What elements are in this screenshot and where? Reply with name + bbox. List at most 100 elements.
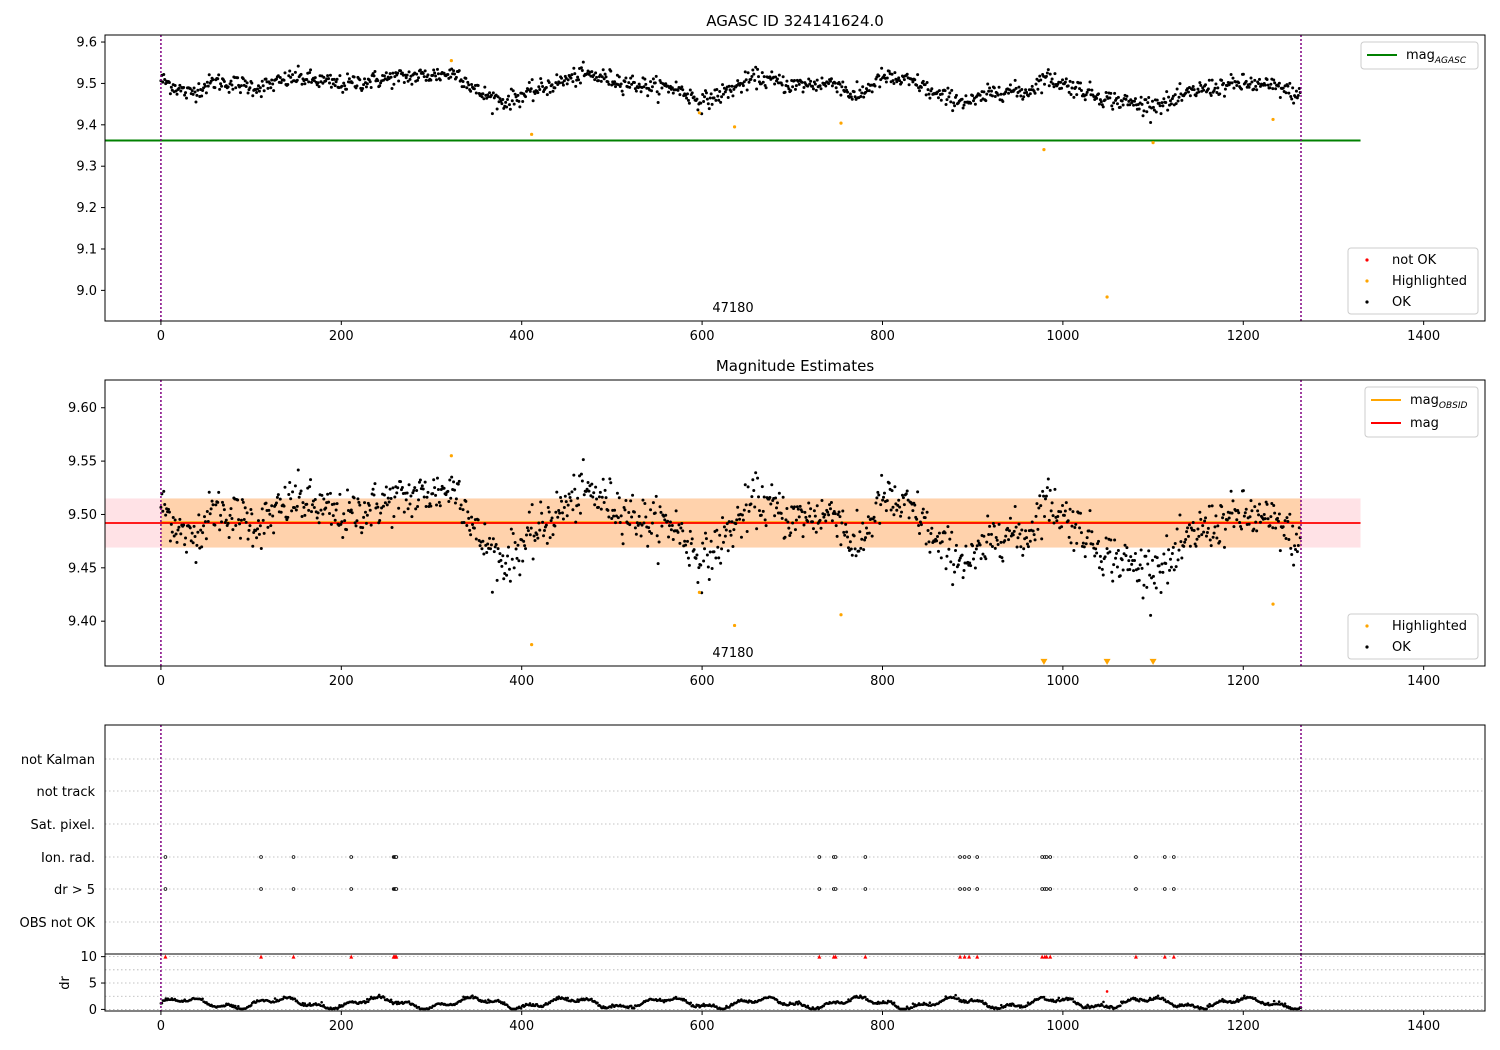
ok-point <box>331 514 335 518</box>
ok-point <box>1128 567 1132 571</box>
ok-point <box>438 504 442 508</box>
ok-point <box>819 87 823 91</box>
ok-point <box>1067 535 1071 539</box>
ok-point <box>659 510 663 514</box>
ok-point <box>299 72 303 76</box>
dr-clipped-marker <box>1048 954 1053 959</box>
ok-point <box>554 81 558 85</box>
ok-point <box>426 73 430 77</box>
ok-point <box>308 485 312 489</box>
ok-point <box>1040 91 1044 95</box>
panel1-xtick-label: 200 <box>329 329 354 344</box>
ok-point <box>750 495 754 499</box>
ok-point <box>389 75 393 79</box>
ok-point <box>930 87 934 91</box>
ok-point <box>822 515 826 519</box>
ok-point <box>1157 564 1161 568</box>
dr-clipped-marker <box>958 954 963 959</box>
ok-point <box>637 514 641 518</box>
ok-point <box>755 527 759 531</box>
ok-point <box>490 112 494 116</box>
ok-point <box>174 532 178 536</box>
ok-point <box>529 87 533 91</box>
ok-point <box>1014 525 1018 529</box>
ok-point <box>539 500 543 504</box>
ok-point <box>749 77 753 81</box>
dr-point <box>629 1004 633 1008</box>
dr-point <box>806 1004 810 1008</box>
dr-point <box>1236 998 1239 1001</box>
ok-point <box>347 77 351 81</box>
ok-point <box>383 501 387 505</box>
flag-point <box>1134 855 1138 859</box>
ok-point <box>1132 559 1136 563</box>
ok-point <box>1185 530 1189 534</box>
ok-point <box>230 516 234 520</box>
ok-point <box>322 497 326 501</box>
ok-point <box>872 515 876 519</box>
ok-point <box>1286 84 1290 88</box>
ok-point <box>741 518 745 522</box>
ok-point <box>169 522 173 526</box>
ok-point <box>1271 526 1275 530</box>
ok-point <box>364 521 368 525</box>
ok-point <box>435 476 439 480</box>
ok-point <box>887 69 891 73</box>
ok-point <box>1066 519 1070 523</box>
panel2-xtick-label: 600 <box>690 674 715 689</box>
dr-point <box>322 1003 325 1007</box>
ok-point <box>1006 526 1010 530</box>
ok-point <box>244 84 248 88</box>
ok-point <box>296 468 300 472</box>
ok-point <box>274 501 278 505</box>
ok-point <box>1200 533 1204 537</box>
ok-point <box>376 505 380 509</box>
ok-point <box>1186 526 1190 530</box>
ok-point <box>1250 80 1254 84</box>
ok-point <box>1149 613 1153 617</box>
ok-point <box>849 547 853 551</box>
ok-point <box>250 512 254 516</box>
ok-point <box>789 89 793 93</box>
ok-point <box>988 86 992 90</box>
ok-point <box>538 528 542 532</box>
ok-point <box>900 81 904 85</box>
ok-point <box>761 80 765 84</box>
dr-point <box>787 1003 791 1007</box>
ok-point <box>858 530 862 534</box>
ok-point <box>787 526 791 530</box>
ok-point <box>234 86 238 90</box>
ok-point <box>229 79 233 83</box>
ok-point <box>382 493 386 497</box>
ok-point <box>813 514 817 518</box>
ok-point <box>1196 87 1200 91</box>
dr-point <box>394 1000 398 1004</box>
ok-point <box>789 531 793 535</box>
ok-point <box>607 82 611 86</box>
ok-point <box>171 515 175 519</box>
dr-point <box>234 1004 237 1008</box>
ok-point <box>1222 545 1226 549</box>
ok-point <box>981 552 985 556</box>
flag-point <box>394 887 399 891</box>
ok-point <box>407 483 411 487</box>
ok-point <box>193 534 197 538</box>
ok-point <box>755 87 759 91</box>
ok-point <box>303 82 307 86</box>
ok-point <box>177 86 181 90</box>
flag-point <box>259 855 263 859</box>
ok-point <box>392 514 396 518</box>
ok-point <box>670 523 674 527</box>
ok-point <box>434 74 438 78</box>
ok-point <box>262 89 266 93</box>
ok-point <box>950 88 954 92</box>
ok-point <box>1132 569 1136 573</box>
ok-point <box>206 84 210 88</box>
ok-point <box>943 531 947 535</box>
ok-point <box>1109 91 1113 95</box>
flag-point <box>259 887 263 891</box>
ok-point <box>506 554 510 558</box>
ok-point <box>820 499 824 503</box>
ok-point <box>985 92 989 96</box>
ok-point <box>409 494 413 498</box>
